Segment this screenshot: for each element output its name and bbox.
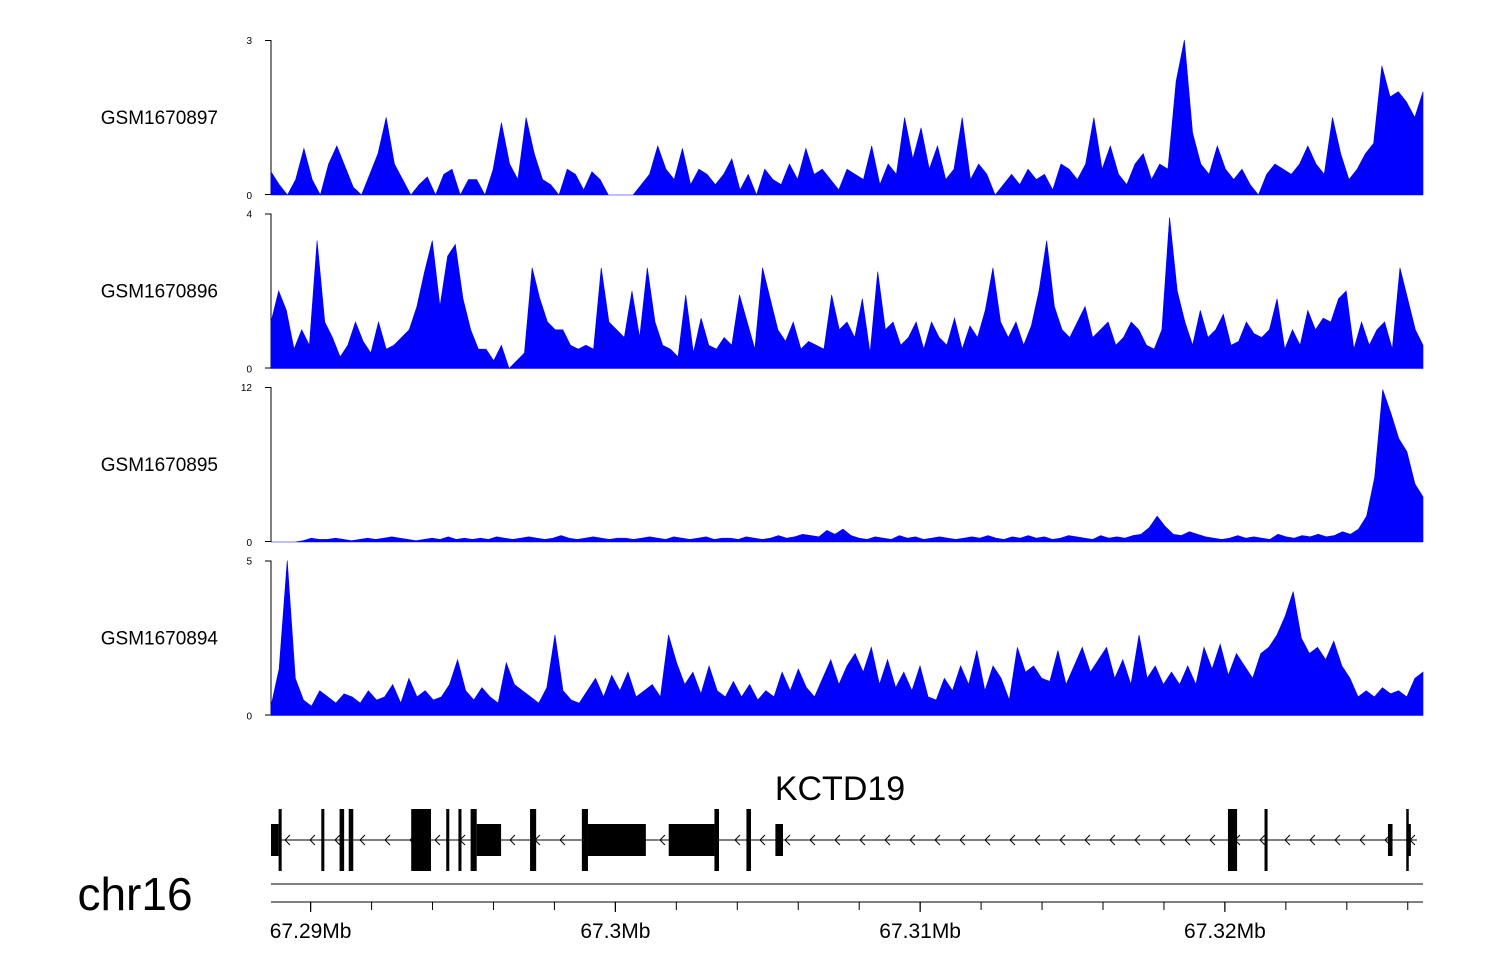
track-label: GSM1670896 — [101, 282, 218, 303]
exon-coding — [714, 809, 719, 871]
gene-model-track: KCTD19 — [271, 770, 1417, 871]
strand-chevron — [859, 834, 866, 846]
exon-coding — [1406, 809, 1409, 871]
strand-chevron — [284, 834, 291, 846]
strand-chevron — [1334, 834, 1341, 846]
strand-chevron — [559, 834, 566, 846]
genome-axis: chr16 67.29Mb 67.3Mb 67.31Mb 67.32Mb — [77, 868, 1423, 943]
y-min-label: 0 — [246, 191, 252, 202]
strand-chevron — [809, 834, 816, 846]
exon-coding — [746, 809, 751, 871]
track-gsm1670894: GSM1670894 5 0 — [101, 557, 1424, 723]
strand-chevron — [1184, 834, 1191, 846]
exon-coding — [321, 809, 325, 871]
coverage-area — [271, 389, 1424, 543]
exon-utr — [668, 824, 715, 856]
strand-chevron — [1284, 834, 1291, 846]
strand-chevron — [1109, 834, 1116, 846]
exon-utr — [1387, 824, 1393, 856]
exon-utr — [1408, 824, 1411, 856]
exon-coding — [278, 809, 282, 871]
y-max-label: 5 — [246, 557, 252, 568]
strand-chevron — [1134, 834, 1141, 846]
coverage-tracks: GSM167089730GSM167089640GSM1670895120GSM… — [101, 36, 1424, 723]
strand-chevron — [434, 834, 441, 846]
x-tick-label: 67.3Mb — [580, 920, 650, 943]
y-max-label: 3 — [246, 36, 252, 47]
exon-coding — [339, 809, 345, 871]
strand-chevron — [1159, 834, 1166, 846]
x-tick-label: 67.32Mb — [1184, 920, 1266, 943]
track-gsm1670896: GSM1670896 4 0 — [101, 210, 1424, 376]
gene-name-label: KCTD19 — [775, 770, 905, 808]
strand-chevron — [734, 834, 741, 846]
strand-chevron — [1359, 834, 1366, 846]
y-min-label: 0 — [246, 538, 252, 549]
coverage-area — [270, 39, 1424, 196]
track-label: GSM1670894 — [101, 629, 219, 650]
exon-utr — [271, 824, 279, 856]
strand-chevron — [784, 834, 791, 846]
exon-coding — [581, 809, 588, 871]
track-label: GSM1670897 — [101, 108, 218, 129]
strand-chevron — [509, 834, 516, 846]
strand-chevron — [959, 834, 966, 846]
strand-chevron — [909, 834, 916, 846]
exon-coding — [1264, 809, 1268, 871]
exon-coding — [446, 809, 450, 871]
strand-chevron — [384, 834, 391, 846]
strand-chevron — [359, 834, 366, 846]
strand-chevron — [759, 834, 766, 846]
strand-chevron — [1309, 834, 1316, 846]
strand-chevron — [1034, 834, 1041, 846]
y-max-label: 4 — [246, 210, 252, 221]
track-gsm1670895: GSM1670895 12 0 — [101, 383, 1424, 549]
exon-coding — [470, 809, 477, 871]
exon-coding — [530, 809, 537, 871]
exon-utr — [587, 824, 646, 856]
strand-chevron — [834, 834, 841, 846]
y-max-label: 12 — [241, 383, 253, 394]
strand-chevron — [1009, 834, 1016, 846]
strand-chevron — [1059, 834, 1066, 846]
strand-chevron — [1259, 834, 1266, 846]
coverage-area — [270, 560, 1424, 716]
strand-chevron — [984, 834, 991, 846]
strand-chevron — [659, 834, 666, 846]
strand-chevron — [1084, 834, 1091, 846]
x-tick-label: 67.29Mb — [270, 920, 352, 943]
y-min-label: 0 — [246, 712, 252, 723]
strand-chevron — [309, 834, 316, 846]
x-tick-label: 67.31Mb — [879, 920, 961, 943]
exon-utr — [476, 824, 502, 856]
exon-coding — [458, 809, 462, 871]
strand-chevron — [1209, 834, 1216, 846]
exon-coding — [348, 809, 354, 871]
coverage-area — [270, 217, 1424, 370]
strand-chevron — [884, 834, 891, 846]
strand-chevron — [934, 834, 941, 846]
exon-utr — [775, 824, 783, 856]
track-label: GSM1670895 — [101, 455, 218, 476]
chromosome-label: chr16 — [77, 868, 192, 920]
exon-coding — [411, 809, 431, 871]
track-gsm1670897: GSM1670897 3 0 — [101, 36, 1424, 202]
y-min-label: 0 — [246, 365, 252, 376]
strand-chevron — [334, 834, 341, 846]
exon-coding — [1227, 809, 1238, 871]
